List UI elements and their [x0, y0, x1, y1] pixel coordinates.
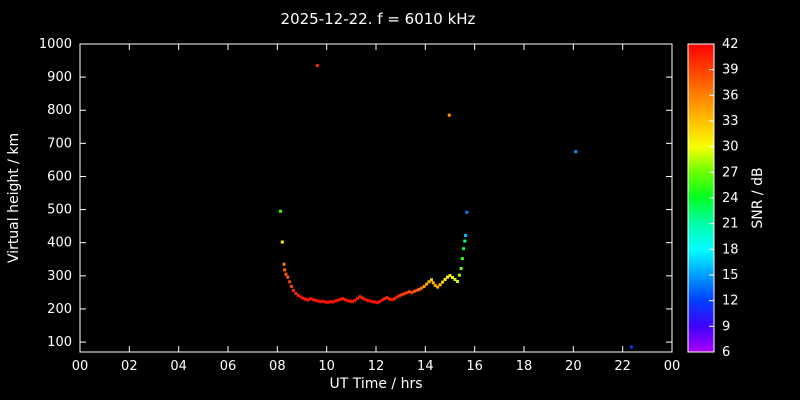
svg-text:04: 04: [170, 359, 187, 374]
svg-text:21: 21: [722, 217, 739, 232]
svg-text:00: 00: [72, 359, 89, 374]
svg-text:20: 20: [565, 359, 582, 374]
svg-text:06: 06: [220, 359, 237, 374]
svg-text:42: 42: [722, 37, 739, 52]
svg-text:02: 02: [121, 359, 138, 374]
svg-text:22: 22: [614, 359, 631, 374]
svg-text:00: 00: [664, 359, 681, 374]
svg-text:33: 33: [722, 114, 739, 129]
svg-text:900: 900: [47, 70, 72, 85]
svg-text:400: 400: [47, 236, 72, 251]
chart-title: 2025-12-22. f = 6010 kHz: [280, 10, 476, 28]
svg-text:15: 15: [722, 268, 739, 283]
svg-text:14: 14: [417, 359, 434, 374]
svg-text:16: 16: [466, 359, 483, 374]
svg-text:39: 39: [722, 63, 739, 78]
svg-text:800: 800: [47, 103, 72, 118]
svg-text:600: 600: [47, 169, 72, 184]
svg-text:12: 12: [722, 294, 739, 309]
svg-text:18: 18: [516, 359, 533, 374]
svg-text:08: 08: [269, 359, 286, 374]
svg-text:24: 24: [722, 191, 739, 206]
svg-text:6: 6: [722, 345, 730, 360]
svg-text:1000: 1000: [39, 37, 72, 52]
svg-text:30: 30: [722, 140, 739, 155]
svg-text:27: 27: [722, 165, 739, 180]
svg-text:18: 18: [722, 242, 739, 257]
svg-text:9: 9: [722, 319, 730, 334]
x-axis-label: UT Time / hrs: [329, 376, 423, 392]
svg-text:10: 10: [318, 359, 335, 374]
svg-text:12: 12: [368, 359, 385, 374]
svg-text:36: 36: [722, 88, 739, 103]
svg-text:200: 200: [47, 302, 72, 317]
svg-text:300: 300: [47, 269, 72, 284]
svg-text:500: 500: [47, 203, 72, 218]
svg-text:700: 700: [47, 136, 72, 151]
svg-text:100: 100: [47, 335, 72, 350]
